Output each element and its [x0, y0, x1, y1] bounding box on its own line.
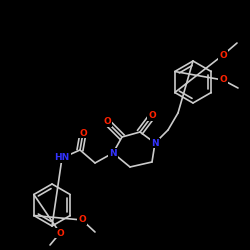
Text: O: O: [103, 118, 111, 126]
Text: O: O: [148, 112, 156, 120]
Text: N: N: [109, 148, 117, 158]
Text: HN: HN: [54, 154, 70, 162]
Text: O: O: [78, 216, 86, 224]
Text: O: O: [219, 50, 227, 59]
Text: O: O: [56, 228, 64, 237]
Text: N: N: [151, 138, 159, 147]
Text: O: O: [79, 128, 87, 138]
Text: O: O: [219, 76, 227, 84]
